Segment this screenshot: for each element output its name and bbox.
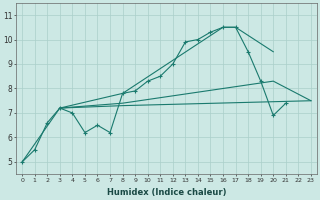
X-axis label: Humidex (Indice chaleur): Humidex (Indice chaleur) — [107, 188, 226, 197]
